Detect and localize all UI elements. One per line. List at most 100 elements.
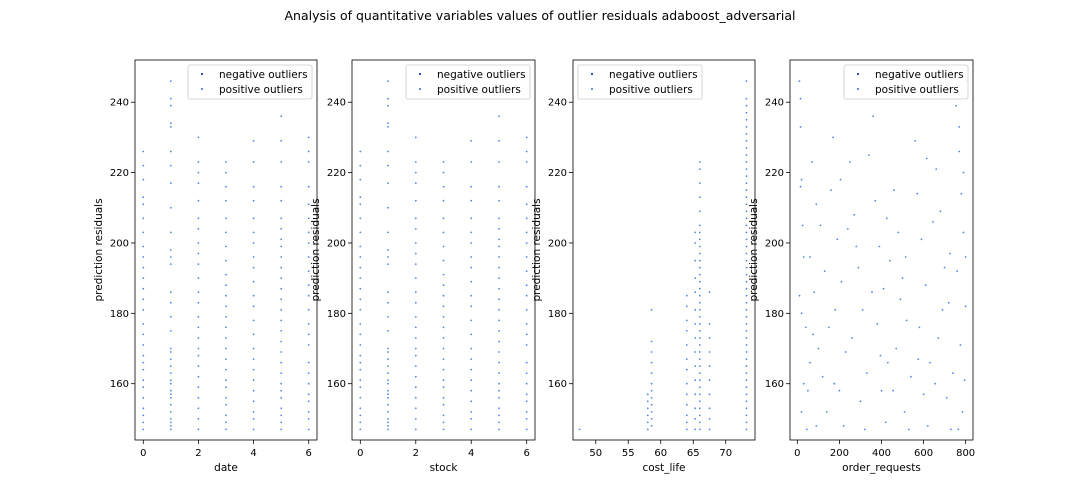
data-point (307, 242, 310, 244)
subplot-2: 0 2 4 6 160 180 200 220 240 stock prediction resid… (310, 59, 536, 474)
data-point (225, 379, 227, 382)
data-point (359, 428, 362, 431)
data-point (442, 199, 445, 202)
data-point (698, 196, 701, 199)
data-point (964, 305, 967, 308)
data-point (708, 323, 711, 325)
data-point (498, 115, 500, 118)
data-point (698, 344, 701, 346)
scatter-points (578, 80, 748, 431)
x-tick-label: 4 (250, 448, 256, 459)
data-point (387, 249, 389, 251)
data-point (804, 326, 807, 329)
data-point (470, 305, 473, 308)
x-tick-label: 65 (687, 448, 700, 459)
data-point (414, 326, 417, 329)
data-point (169, 256, 172, 258)
data-point (745, 294, 748, 297)
data-point (307, 256, 310, 258)
data-point (698, 224, 701, 227)
data-point (414, 171, 417, 174)
data-point (694, 337, 697, 339)
data-point (470, 333, 473, 336)
data-point (470, 280, 473, 283)
x-tick-label: 6 (306, 448, 312, 459)
data-point (169, 122, 172, 125)
data-point (414, 228, 417, 230)
data-point (698, 379, 701, 382)
subplot-1: 0 2 4 6 160 180 200 220 240 date prediction residu… (93, 59, 318, 474)
data-point (498, 217, 500, 220)
data-point (280, 428, 283, 431)
data-point (698, 337, 701, 339)
data-point (169, 425, 172, 427)
y-tick-label: 200 (765, 238, 784, 249)
data-point (197, 407, 200, 410)
data-point (280, 330, 283, 332)
data-point (963, 379, 966, 382)
data-point (901, 277, 904, 279)
data-point (855, 245, 858, 248)
data-point (815, 203, 818, 206)
data-point (920, 238, 923, 241)
data-point (917, 358, 920, 360)
x-tick-label: 2 (413, 448, 419, 459)
data-point (252, 199, 255, 202)
data-point (871, 291, 873, 294)
data-point (745, 161, 748, 163)
data-point (387, 291, 389, 294)
data-point (708, 365, 711, 367)
data-point (745, 203, 748, 206)
data-point (225, 284, 227, 287)
data-point (650, 418, 653, 420)
data-point (937, 337, 940, 339)
data-point (197, 365, 200, 367)
data-point (442, 414, 445, 417)
data-point (470, 266, 473, 269)
data-point (745, 337, 748, 339)
data-point (387, 150, 389, 153)
data-point (414, 354, 417, 357)
data-point (800, 411, 803, 413)
data-point (698, 238, 701, 241)
data-point (525, 161, 528, 163)
data-point (225, 326, 227, 329)
data-point (698, 428, 701, 431)
data-point (359, 407, 362, 410)
legend-marker (200, 72, 204, 76)
data-point (698, 182, 701, 185)
data-point (525, 308, 528, 311)
data-point (798, 294, 801, 297)
data-point (698, 386, 701, 389)
data-point (307, 185, 310, 188)
data-point (964, 256, 967, 258)
data-point (945, 396, 948, 399)
data-point (694, 259, 697, 262)
data-point (745, 182, 748, 185)
data-point (745, 245, 748, 248)
data-point (646, 414, 649, 417)
data-point (169, 379, 172, 382)
data-point (359, 344, 362, 346)
data-point (359, 379, 362, 382)
data-point (650, 351, 653, 353)
data-point (280, 372, 283, 374)
legend: negative outliers positive outliers (843, 64, 969, 100)
data-point (685, 421, 688, 424)
data-point (359, 231, 362, 234)
data-point (650, 340, 653, 343)
data-point (307, 333, 310, 336)
data-point (874, 199, 877, 202)
data-point (745, 252, 748, 255)
data-point (839, 178, 842, 181)
data-point (442, 326, 445, 329)
data-point (252, 400, 255, 403)
data-point (802, 256, 805, 258)
data-point (280, 277, 283, 279)
legend-entry: negative outliers (609, 69, 698, 81)
data-point (280, 382, 283, 385)
x-tick-label: 55 (622, 448, 635, 459)
data-point (280, 228, 283, 230)
data-point (498, 340, 500, 343)
data-point (307, 217, 310, 220)
